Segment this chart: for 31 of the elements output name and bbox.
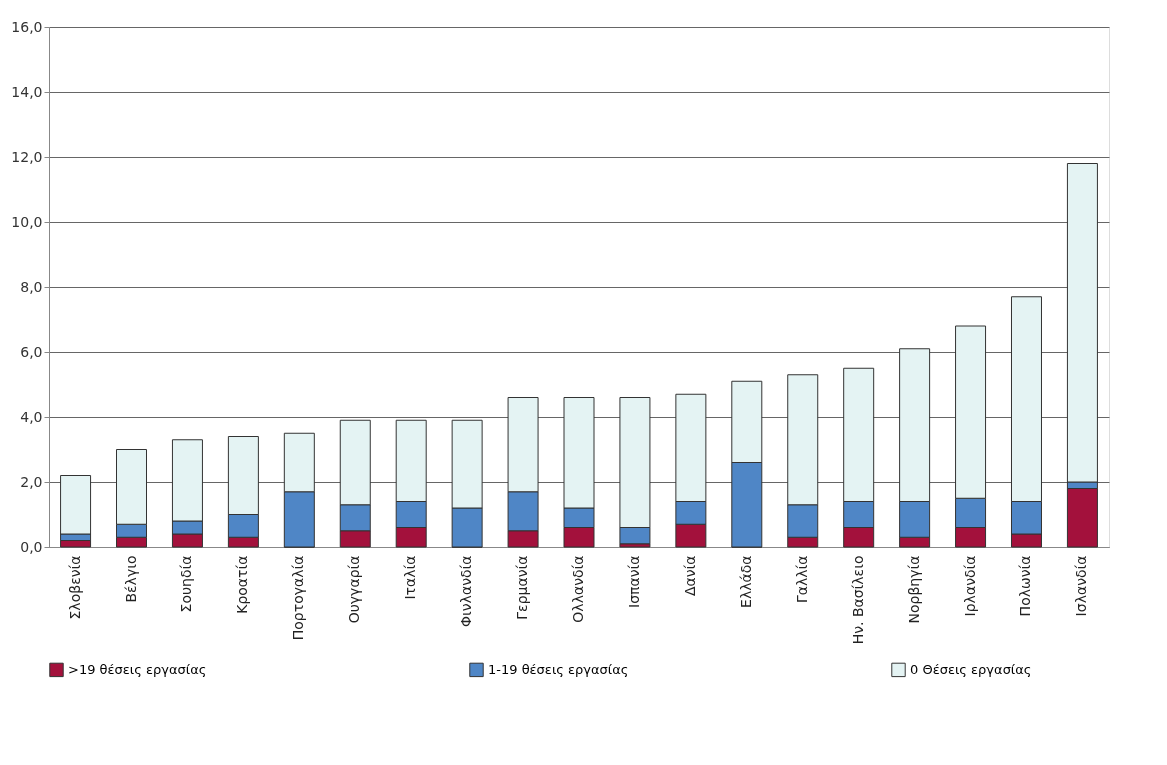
y-tick-label: 8,0 [20,278,43,295]
legend-label: >19 θέσεις εργασίας [68,661,207,677]
x-tick-label: Ην. Βασίλειο [849,555,866,645]
legend-label: 1-19 θέσεις εργασίας [488,661,629,677]
legend-label: 0 Θέσεις εργασίας [910,661,1032,677]
x-tick-label: Δανία [681,555,698,597]
x-tick-label: Νορβηγία [905,555,922,624]
x-tick-label: Ιρλανδία [961,555,978,617]
x-tick-label: Σουηδία [178,555,195,613]
x-tick-label: Ουγγαρία [346,555,363,624]
x-tick-label: Πορτογαλία [290,555,307,641]
x-tick-label: Βέλγιο [122,555,139,603]
y-tick-label: 10,0 [11,213,43,230]
x-tick-label: Σλοβενία [66,555,83,620]
x-tick-label: Κροατία [234,555,251,614]
x-tick-label: Γερμανία [514,555,531,620]
x-tick-label: Γαλλία [793,555,810,604]
x-tick-label: Ιταλία [402,555,419,600]
y-tick-label: 2,0 [20,473,43,490]
y-tick-label: 14,0 [11,83,43,100]
y-tick-label: 6,0 [20,343,43,360]
y-tick-label: 4,0 [20,408,43,425]
x-tick-label: Ελλάδα [737,555,754,608]
x-tick-label: Πολωνία [1017,555,1034,617]
x-tick-label: Ολλανδία [570,555,586,623]
y-tick-label: 12,0 [11,148,43,165]
x-tick-label: Φινλανδία [458,555,475,627]
y-tick-label: 16,0 [11,18,43,35]
x-tick-label: Ισπανία [625,555,642,608]
y-tick-label: 0,0 [20,538,43,555]
x-tick-label: Ισλανδία [1073,555,1090,617]
